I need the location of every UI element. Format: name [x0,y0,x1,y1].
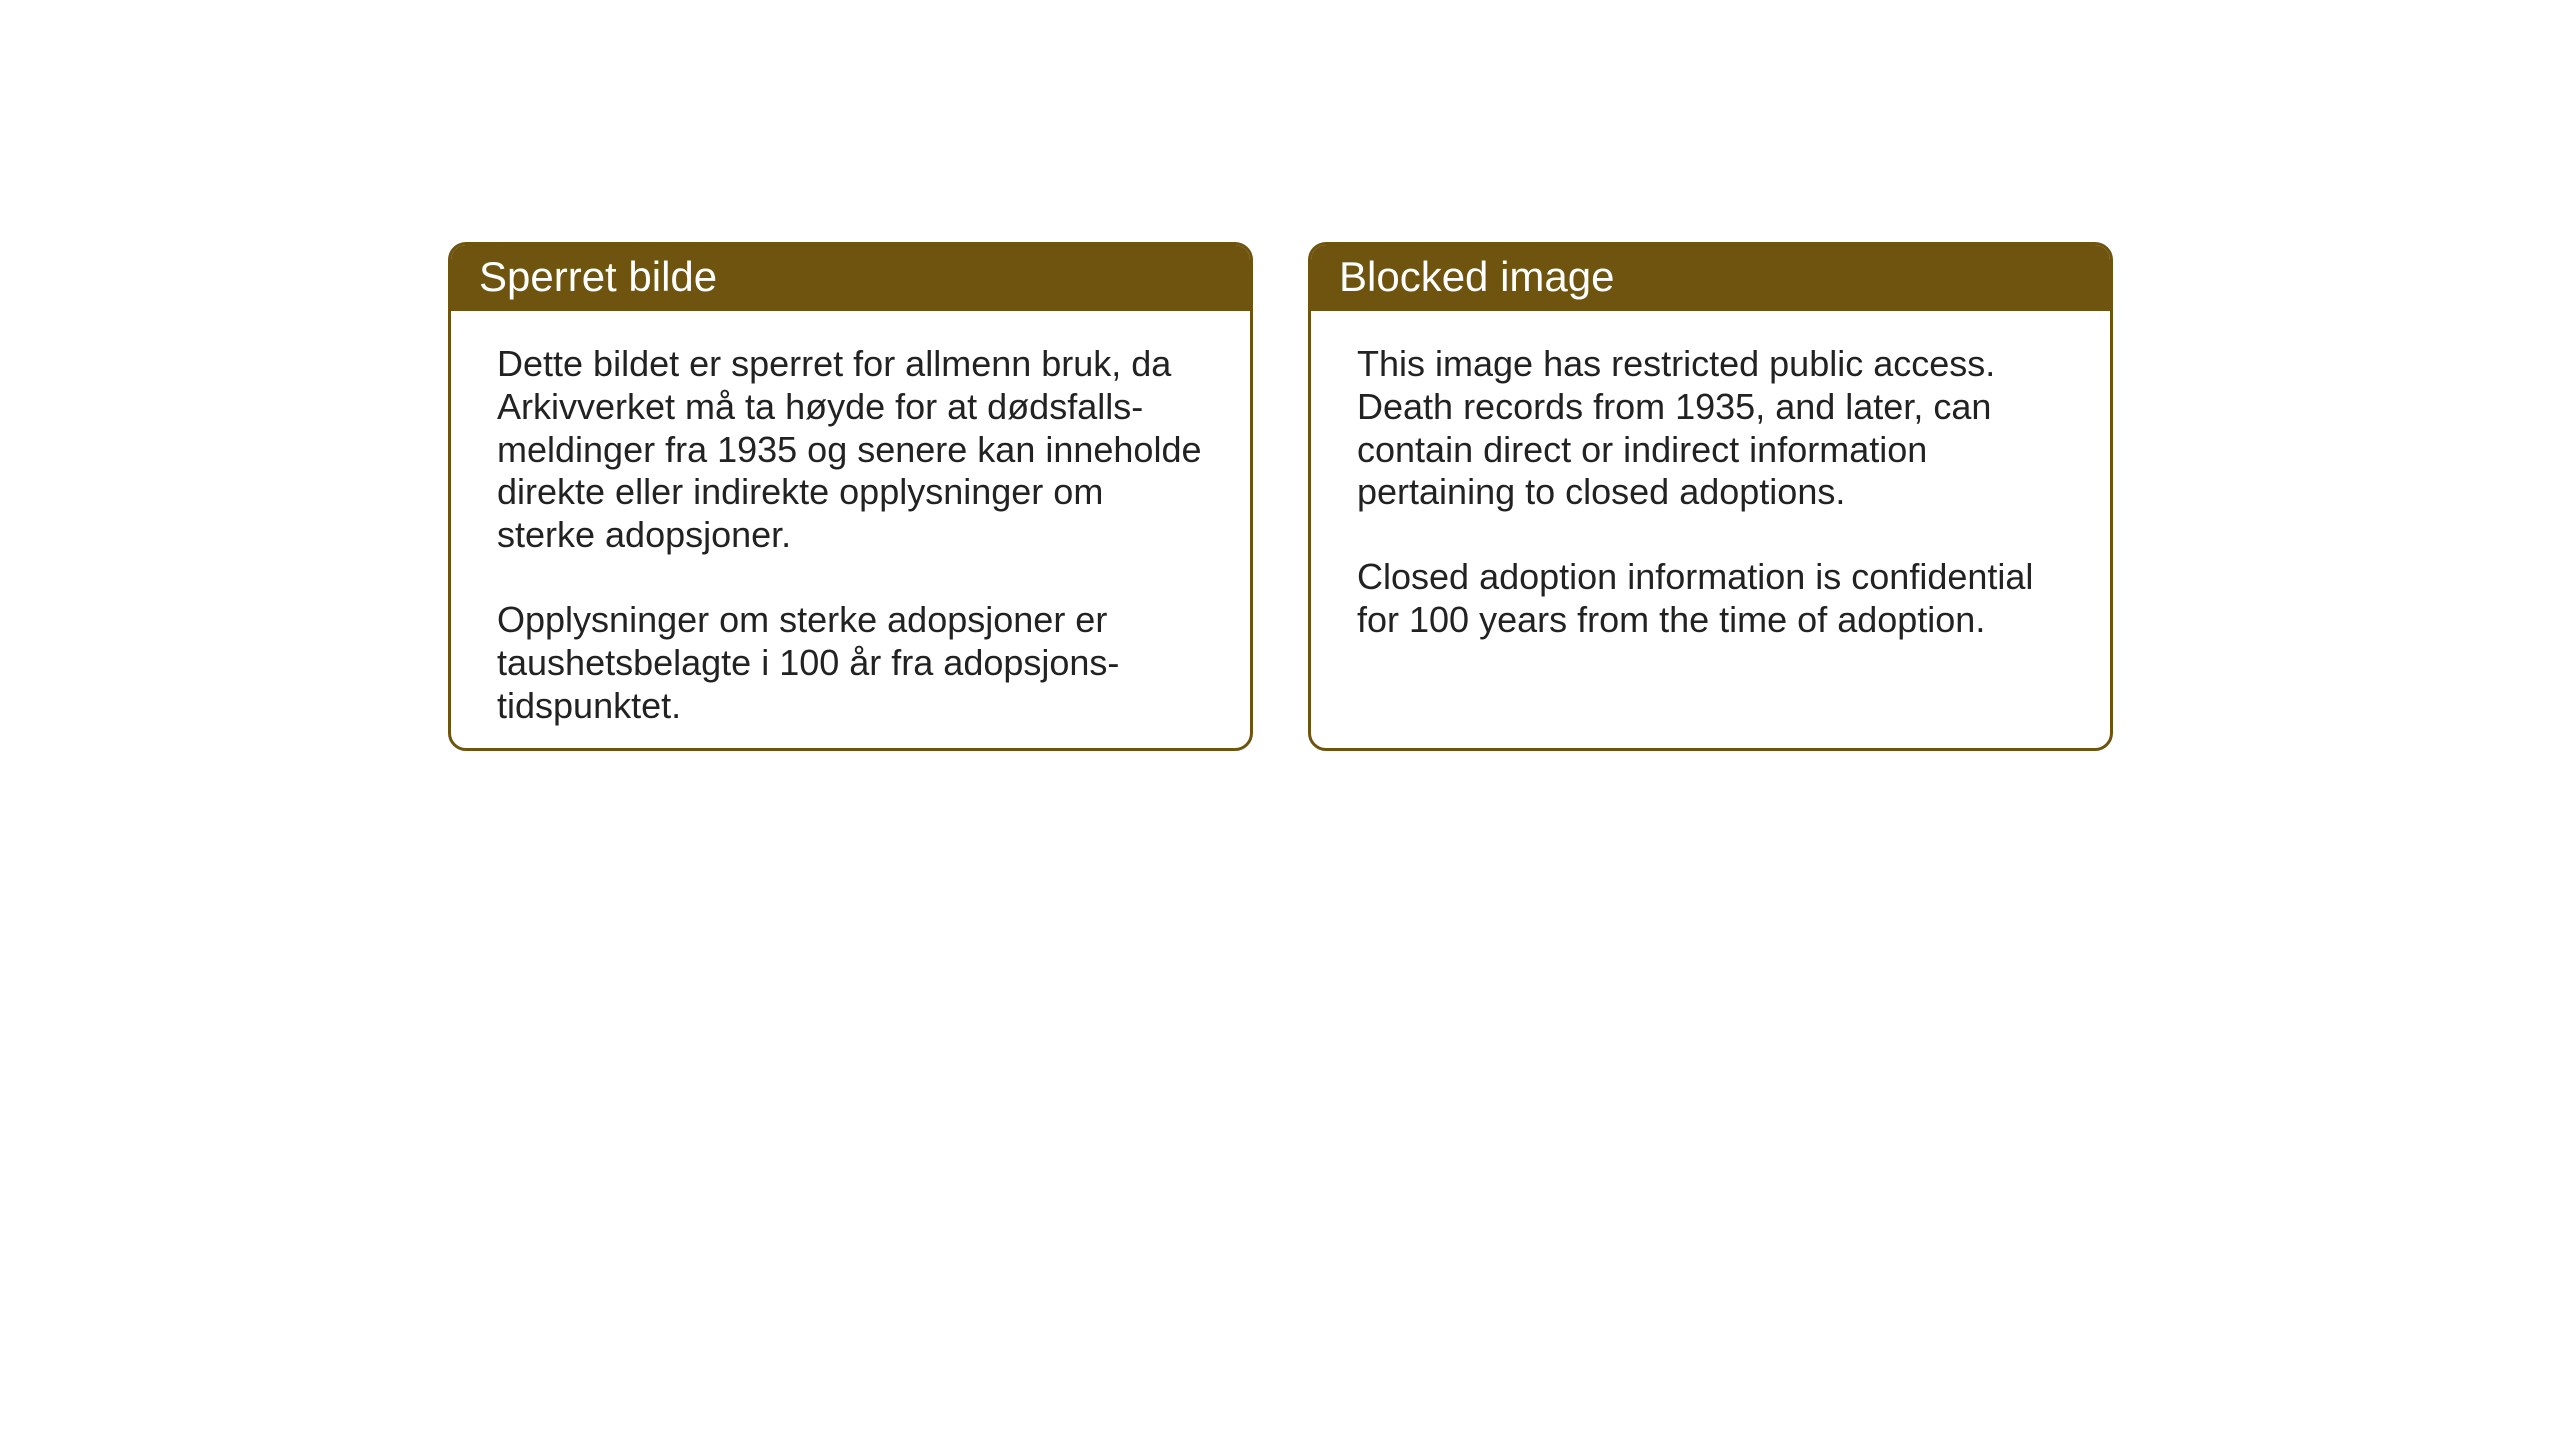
notice-container: Sperret bilde Dette bildet er sperret fo… [448,242,2113,751]
notice-card-english: Blocked image This image has restricted … [1308,242,2113,751]
card-title: Sperret bilde [479,253,717,300]
notice-paragraph: Opplysninger om sterke adopsjoner er tau… [497,599,1208,727]
card-header-english: Blocked image [1311,245,2110,311]
card-title: Blocked image [1339,253,1614,300]
card-header-norwegian: Sperret bilde [451,245,1250,311]
card-body-norwegian: Dette bildet er sperret for allmenn bruk… [451,311,1250,751]
notice-paragraph: Closed adoption information is confident… [1357,556,2068,642]
notice-paragraph: Dette bildet er sperret for allmenn bruk… [497,343,1208,557]
card-body-english: This image has restricted public access.… [1311,311,2110,674]
notice-paragraph: This image has restricted public access.… [1357,343,2068,514]
notice-card-norwegian: Sperret bilde Dette bildet er sperret fo… [448,242,1253,751]
